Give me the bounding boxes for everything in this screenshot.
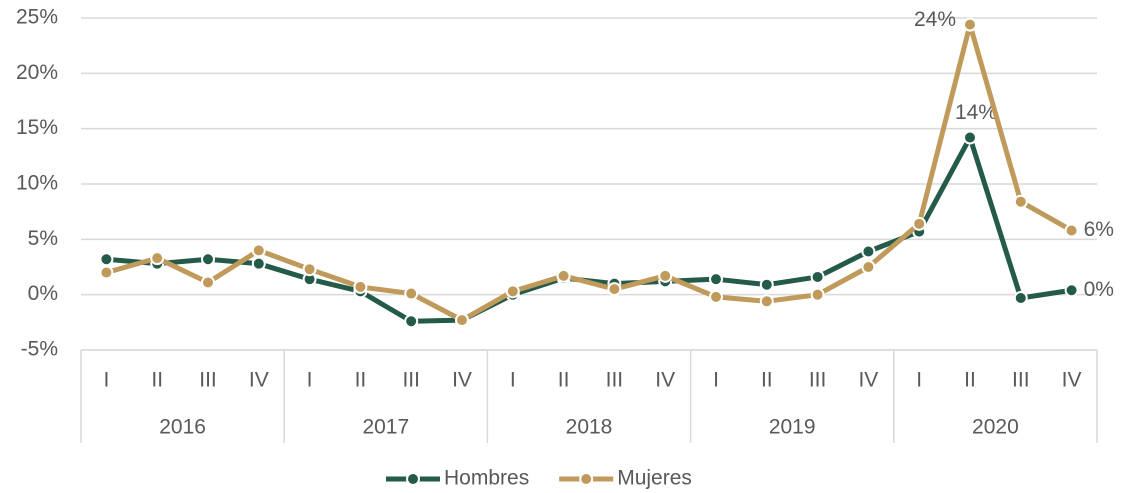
x-tick-label: III [402,369,420,392]
x-tick-label: I [713,369,719,392]
marker [759,294,774,309]
marker [861,260,876,274]
y-tick-label: 0% [28,282,58,305]
marker [963,130,977,145]
marker [201,252,215,267]
marker [556,268,571,283]
x-tick-label: II [761,369,773,392]
x-tick-label: II [964,369,976,392]
group-label: 2016 [159,416,206,439]
legend-label: Hombres [444,467,529,490]
marker [709,272,723,287]
marker [709,289,723,304]
marker [607,282,622,297]
x-tick-label: II [151,369,163,392]
x-tick-label: I [103,369,109,392]
y-tick-label: 15% [16,116,58,139]
marker [861,244,876,259]
marker [99,265,114,280]
x-tick-label: III [606,369,624,392]
marker [404,286,419,301]
y-tick-label: -5% [21,338,58,361]
x-tick-label: IV [655,369,675,392]
x-tick-label: IV [858,369,878,392]
marker [455,313,469,328]
group-label: 2020 [972,416,1019,439]
marker [963,17,977,32]
y-tick-label: 20% [16,61,58,84]
marker [99,252,114,267]
marker [1064,283,1079,298]
marker [302,262,317,277]
marker [1064,223,1079,238]
x-tick-label: I [916,369,922,392]
marker [1013,290,1028,305]
group-label: 2018 [566,416,613,439]
series-line [106,135,1072,324]
x-tick-label: III [1012,369,1030,392]
marker [658,268,673,283]
y-tick-label: 10% [16,172,58,195]
data-label: 0% [1084,278,1114,301]
x-tick-label: IV [1062,369,1082,392]
marker [759,277,774,292]
marker [1013,194,1028,209]
series-line [105,22,1073,323]
marker [251,243,266,258]
marker [912,216,927,231]
x-tick-label: IV [249,369,269,392]
legend-marker [406,472,420,486]
data-label: 24% [914,8,956,31]
x-tick-label: IV [452,369,472,392]
legend-marker [579,472,594,486]
marker [251,256,266,271]
marker [201,275,215,290]
marker [404,314,419,329]
x-tick-label: II [558,369,570,392]
legend-label: Mujeres [617,467,692,490]
x-tick-label: I [307,369,313,392]
x-tick-label: I [510,369,516,392]
data-label: 6% [1084,218,1114,241]
x-tick-label: III [199,369,217,392]
group-label: 2017 [362,416,409,439]
marker [810,287,825,302]
x-tick-label: III [809,369,827,392]
marker [150,251,165,266]
x-tick-label: II [355,369,367,392]
data-label: 14% [955,101,997,124]
group-label: 2019 [769,416,816,439]
y-tick-label: 25% [16,6,58,29]
marker [353,279,368,294]
y-tick-label: 5% [28,227,58,250]
marker [810,269,825,284]
marker [505,284,520,299]
